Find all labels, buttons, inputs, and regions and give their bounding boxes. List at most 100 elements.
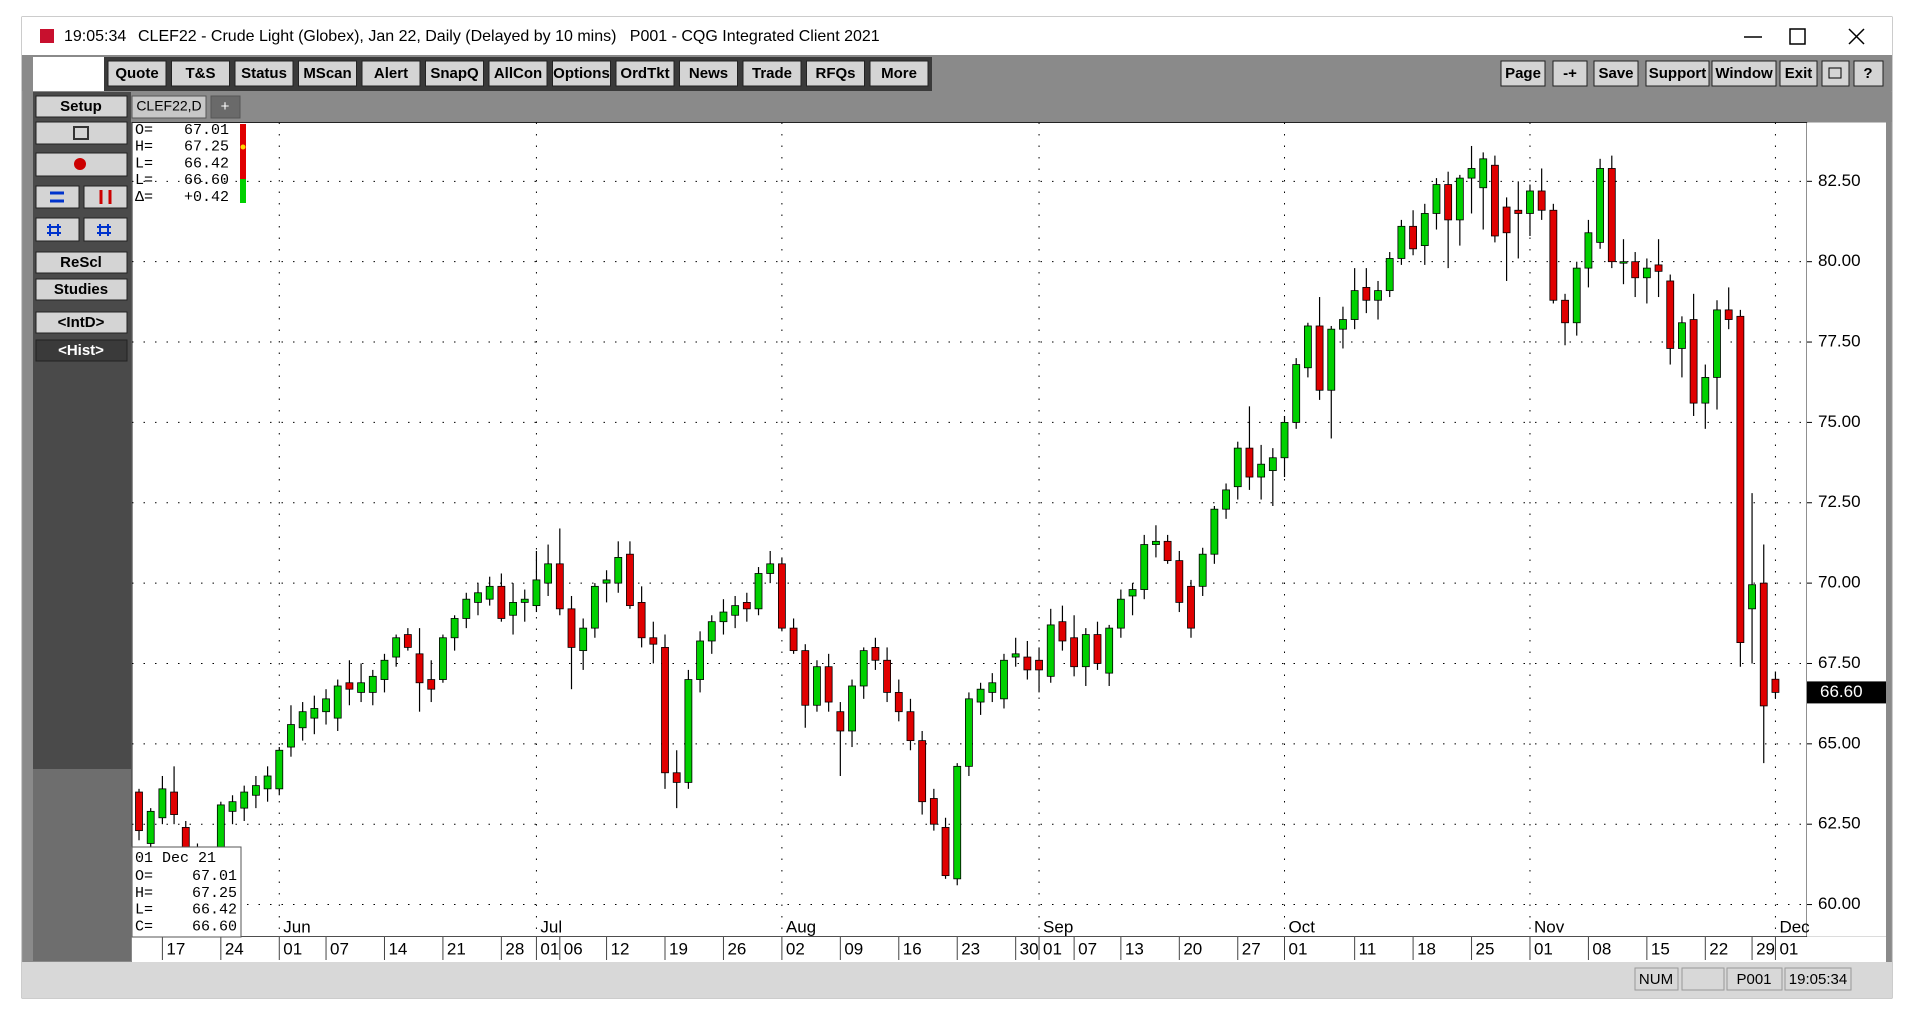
toolbar-label: AllCon xyxy=(494,65,542,82)
status-cell xyxy=(1681,967,1725,991)
candle-body xyxy=(1549,209,1558,301)
readout-label: O= xyxy=(135,868,153,885)
toolbar-label: OrdTkt xyxy=(620,65,669,82)
toolbar-button[interactable] xyxy=(552,60,611,87)
toolbar-button[interactable] xyxy=(488,60,548,87)
candle-body xyxy=(345,682,354,690)
toolbar-label: RFQs xyxy=(815,65,855,82)
side-label: Setup xyxy=(60,98,102,115)
grid-icon xyxy=(97,224,111,236)
y-tick-label: 60.00 xyxy=(1818,894,1861,913)
toolbar-button[interactable] xyxy=(1593,60,1639,87)
x-tick-label: 01 xyxy=(540,939,559,958)
x-tick-label: 25 xyxy=(1476,939,1495,958)
toolbar-button[interactable] xyxy=(679,60,738,87)
toolbar-button[interactable] xyxy=(806,60,865,87)
print-button[interactable] xyxy=(35,121,128,145)
candle-body xyxy=(1303,325,1312,369)
candle-body xyxy=(1724,309,1733,320)
close[interactable] xyxy=(1848,28,1865,45)
toolbar-button[interactable] xyxy=(742,60,802,87)
toolbar-button[interactable] xyxy=(171,60,230,87)
candle-body xyxy=(1420,213,1429,247)
toolbar-button[interactable] xyxy=(1552,60,1588,87)
toolbar-label: Alert xyxy=(374,65,408,82)
side-button[interactable] xyxy=(35,251,128,274)
status-time: 19:05:34 xyxy=(1789,971,1847,988)
arrows-button[interactable] xyxy=(83,185,128,209)
candle-body xyxy=(333,685,342,719)
side-panel-lower xyxy=(33,769,131,961)
x-tick-label: 28 xyxy=(505,939,524,958)
candle-body xyxy=(801,650,810,706)
candle-body xyxy=(1023,656,1032,671)
last-price-box xyxy=(1807,681,1886,704)
candle-body xyxy=(1292,364,1301,423)
candle-body xyxy=(590,585,599,629)
candle-body xyxy=(906,711,915,742)
candle-body xyxy=(1619,261,1628,264)
toolbar-button[interactable] xyxy=(298,60,357,87)
candle-body xyxy=(883,659,891,693)
candle-body xyxy=(555,563,564,610)
toolbar-button[interactable] xyxy=(1779,60,1818,87)
candle-body xyxy=(1245,447,1254,478)
candle-body xyxy=(1537,190,1546,211)
y-tick-label: 67.50 xyxy=(1818,653,1861,672)
candle-body xyxy=(1152,540,1160,545)
candle-body xyxy=(649,637,658,645)
side-button[interactable] xyxy=(35,278,128,301)
readout-label: H= xyxy=(135,885,153,902)
side-label: <IntD> xyxy=(58,314,105,331)
candle-body xyxy=(310,708,319,719)
toolbar-label: Save xyxy=(1598,65,1633,82)
candle-body xyxy=(976,688,985,703)
tab-add[interactable] xyxy=(210,95,241,119)
toolbar-button[interactable] xyxy=(1500,60,1546,87)
candle-body xyxy=(1350,290,1359,320)
candle-body xyxy=(579,627,588,652)
restore-button[interactable] xyxy=(1821,60,1850,87)
candle-body xyxy=(1491,164,1499,237)
y-tick-label: 62.50 xyxy=(1818,814,1861,833)
readout-date: 01 Dec 21 xyxy=(135,850,216,867)
toolbar-button[interactable] xyxy=(361,60,421,87)
month-label: Oct xyxy=(1289,917,1316,936)
toolbar-button[interactable] xyxy=(234,60,294,87)
candle-body xyxy=(1257,463,1266,478)
arrows-button[interactable] xyxy=(35,185,80,209)
side-button[interactable] xyxy=(35,311,128,334)
x-tick-label: 24 xyxy=(225,939,244,958)
grid-button[interactable] xyxy=(83,217,128,242)
candle-body xyxy=(322,698,330,713)
tab-add-label: + xyxy=(221,98,230,115)
x-tick-label: 12 xyxy=(611,939,630,958)
toolbar-label: -+ xyxy=(1563,65,1577,82)
tab[interactable] xyxy=(131,95,207,119)
candle-body xyxy=(777,563,786,629)
arrows-icon xyxy=(99,190,112,204)
candle-body xyxy=(1561,299,1569,324)
x-tick-label: 14 xyxy=(388,939,407,958)
toolbar-button[interactable] xyxy=(425,60,484,87)
candle-body xyxy=(614,557,623,584)
maximize[interactable] xyxy=(1789,28,1806,45)
toolbar-button[interactable] xyxy=(1645,60,1710,87)
toolbar-button[interactable] xyxy=(615,60,675,87)
side-button[interactable] xyxy=(35,95,128,118)
toolbar-button[interactable] xyxy=(1711,60,1777,87)
x-tick-label: 16 xyxy=(903,939,922,958)
candle-body xyxy=(626,553,634,607)
toolbar-label: More xyxy=(881,65,917,82)
y-tick-label: 70.00 xyxy=(1818,573,1861,592)
side-button[interactable] xyxy=(35,339,128,362)
candle-body xyxy=(754,573,763,610)
toolbar-button[interactable] xyxy=(869,60,929,87)
toolbar-button[interactable] xyxy=(107,60,167,87)
toolbar-label: Trade xyxy=(752,65,792,82)
candle-body xyxy=(1140,544,1149,590)
candle-body xyxy=(357,682,365,693)
month-label: Jul xyxy=(540,917,562,936)
x-tick-label: 01 xyxy=(1289,939,1308,958)
help-button[interactable] xyxy=(1853,60,1884,87)
